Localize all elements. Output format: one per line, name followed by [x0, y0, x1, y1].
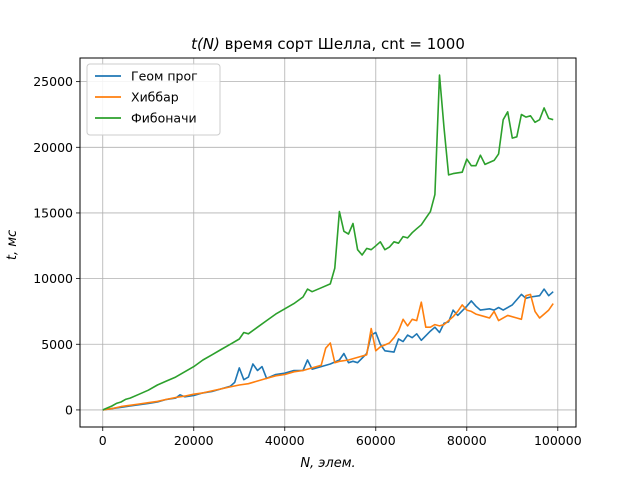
legend: Геом прог Хиббар Фибоначи: [86, 63, 221, 136]
legend-label-геом-прог: Геом прог: [131, 69, 198, 84]
legend-label-фибоначи: Фибоначи: [131, 111, 197, 126]
y-tick-label: 5000: [41, 337, 73, 352]
x-axis-label: N, элем.: [300, 456, 355, 471]
y-tick-label: 0: [65, 402, 73, 417]
legend-label-хиббар: Хиббар: [131, 90, 179, 105]
y-axis: 0 5000 10000 15000 20000 25000: [33, 74, 80, 417]
series-lines: [102, 74, 554, 411]
y-tick-label: 20000: [33, 140, 73, 155]
x-tick-label: 60000: [356, 433, 396, 448]
y-axis-label: t, мс: [5, 230, 20, 260]
chart-title-rest: время сорт Шелла, cnt = 1000: [220, 35, 465, 53]
x-axis: 0 20000 40000 60000 80000 100000: [99, 427, 582, 448]
y-tick-label: 15000: [33, 205, 73, 220]
y-tick-label: 25000: [33, 74, 73, 89]
grid: [80, 58, 576, 427]
chart-title: t(N) время сорт Шелла, cnt = 1000: [191, 35, 465, 53]
x-tick-label: 80000: [447, 433, 487, 448]
y-tick-label: 10000: [33, 271, 73, 286]
series-line-хиббар: [102, 293, 554, 411]
x-tick-label: 0: [99, 433, 107, 448]
series-line-фибоначи: [102, 74, 554, 411]
plot-frame: [79, 57, 577, 428]
chart-title-prefix: t(N): [191, 35, 220, 53]
x-tick-label: 20000: [174, 433, 214, 448]
x-tick-label: 40000: [265, 433, 305, 448]
x-tick-label: 100000: [534, 433, 582, 448]
